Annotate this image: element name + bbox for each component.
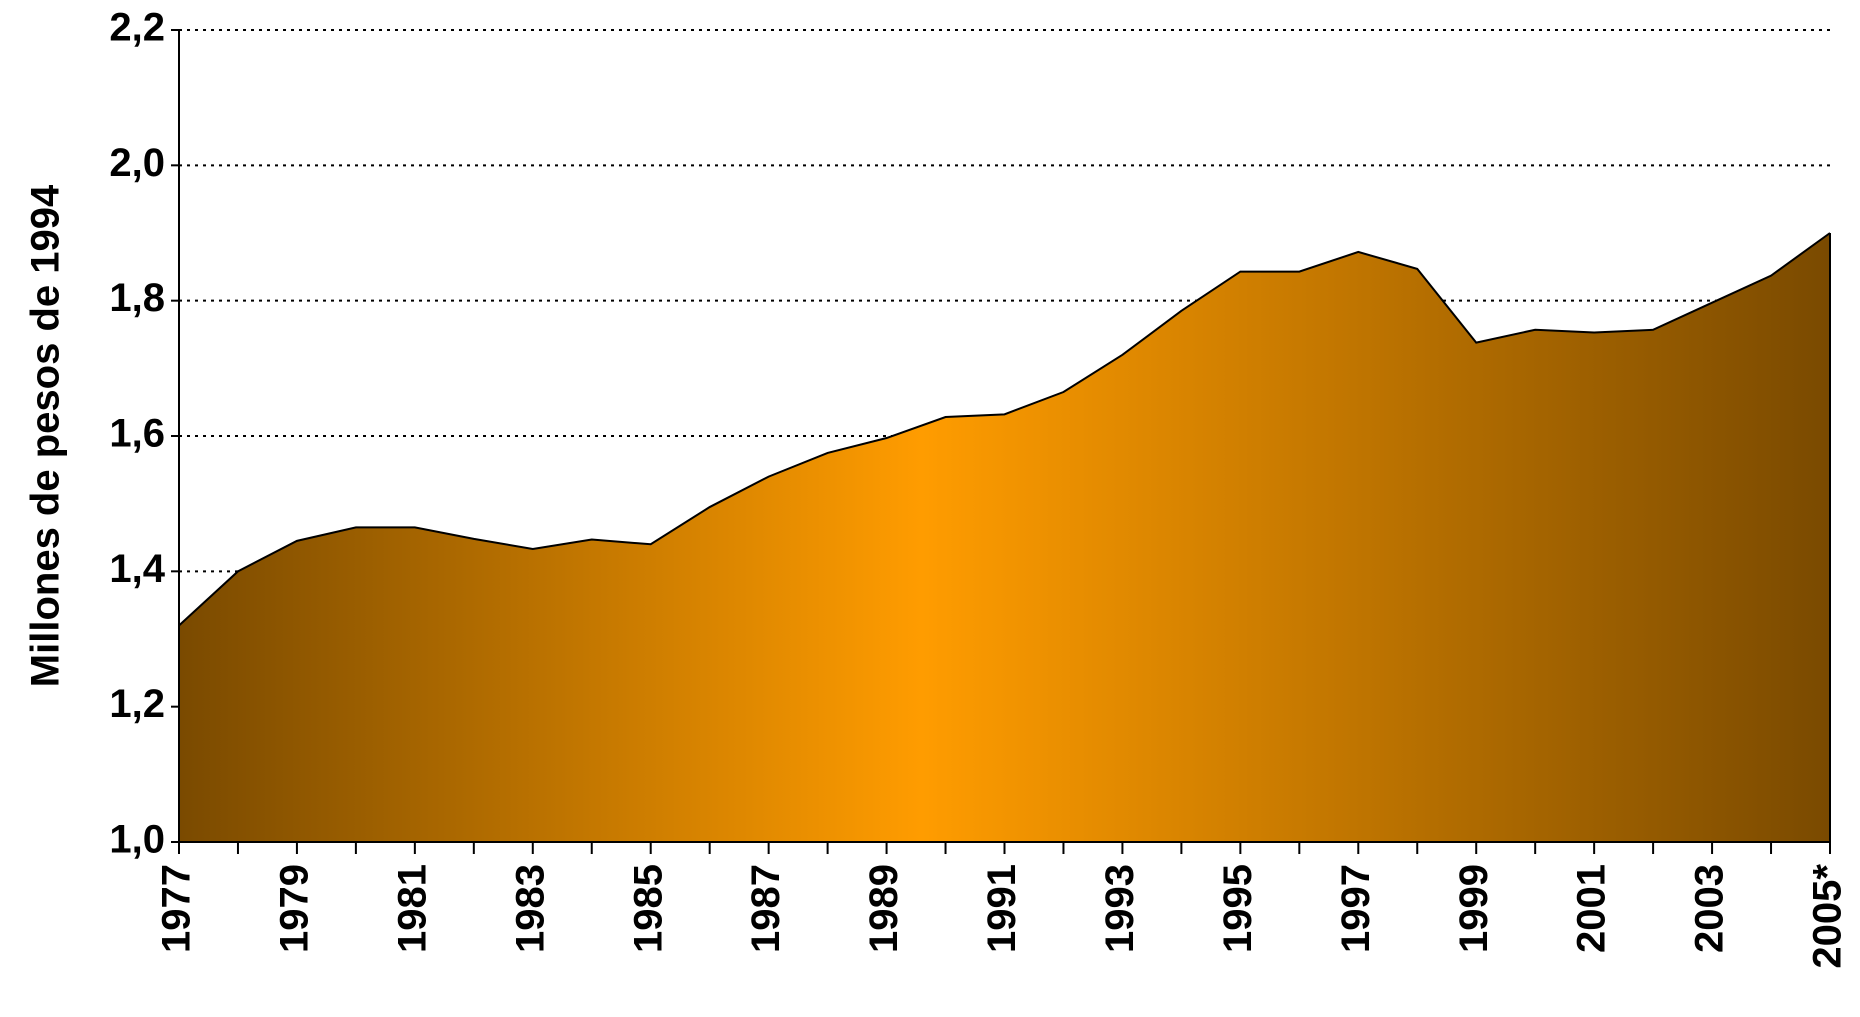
- x-tick-label: 2003: [1688, 864, 1732, 953]
- area-line: [178, 232, 1831, 627]
- x-tick-label: 1989: [862, 864, 906, 953]
- y-tick-label: 1,0: [109, 818, 165, 862]
- x-tick-label: 1995: [1216, 864, 1260, 953]
- x-tick-label: 1993: [1098, 864, 1142, 953]
- y-axis-title: Millones de pesos de 1994: [24, 184, 68, 687]
- x-tick-label: 1985: [626, 864, 670, 953]
- x-tick-label: 1983: [508, 864, 552, 953]
- x-tick-label: 1997: [1334, 864, 1378, 953]
- x-tick-label: 2001: [1570, 864, 1614, 953]
- y-tick-label: 1,4: [109, 547, 165, 591]
- y-tick-label: 2,2: [109, 6, 165, 50]
- y-tick-label: 2,0: [109, 141, 165, 185]
- y-tick-label: 1,6: [109, 412, 165, 456]
- area: [179, 233, 1830, 842]
- x-tick-label: 1977: [155, 864, 199, 953]
- y-tick-label: 1,2: [109, 682, 165, 726]
- x-tick-label: 1999: [1452, 864, 1496, 953]
- x-tick-label: 1979: [272, 864, 316, 953]
- x-tick-label: 2005*: [1806, 864, 1850, 969]
- x-tick-label: 1987: [744, 864, 788, 953]
- y-tick-label: 1,8: [109, 276, 165, 320]
- x-tick-label: 1991: [980, 864, 1024, 953]
- x-tick-label: 1981: [390, 864, 434, 953]
